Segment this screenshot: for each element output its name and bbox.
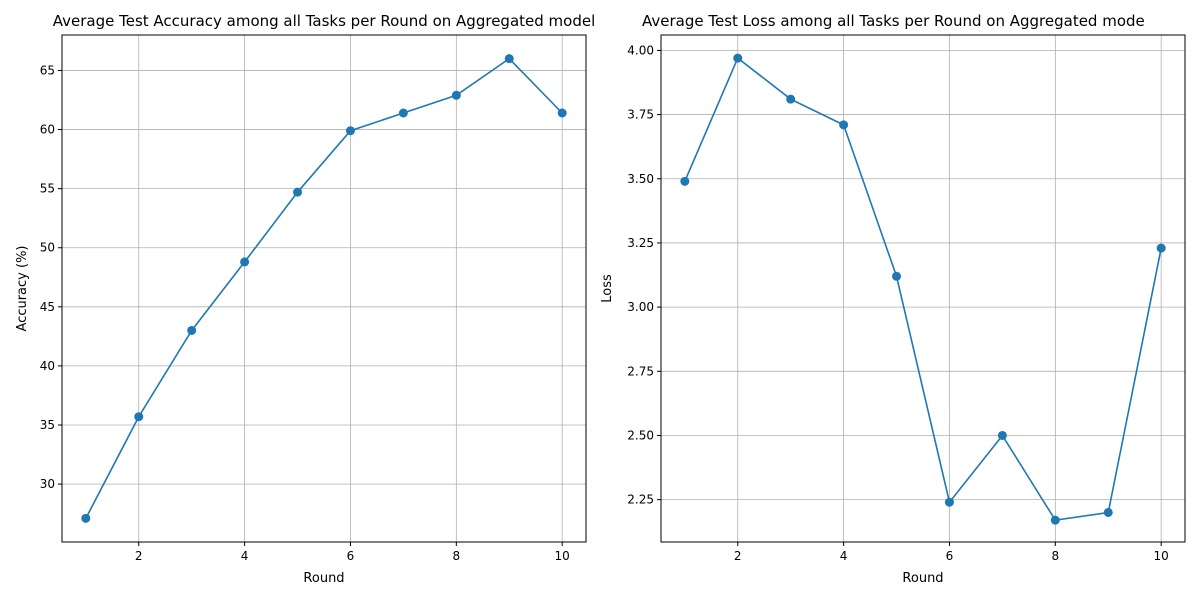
loss-data-point <box>1156 243 1166 253</box>
accuracy-x-axis-label: Round <box>303 571 344 586</box>
loss-y-tick-label: 3.25 <box>627 236 654 250</box>
accuracy-ticks: 2 4 6 8 10 30 35 40 45 50 55 60 65 <box>40 63 570 563</box>
loss-x-axis-label: Round <box>902 571 943 586</box>
loss-data-point <box>680 176 690 186</box>
loss-y-tick-label: 2.50 <box>627 428 654 442</box>
accuracy-y-tick-label: 60 <box>40 123 55 137</box>
accuracy-data-point <box>187 325 197 335</box>
accuracy-x-tick-label: 8 <box>453 549 461 563</box>
accuracy-y-tick-label: 50 <box>40 241 55 255</box>
loss-y-tick-label: 3.50 <box>627 172 654 186</box>
loss-y-tick-label: 2.75 <box>627 364 654 378</box>
loss-y-axis-label: Loss <box>600 274 615 303</box>
loss-plot-frame <box>660 34 1186 543</box>
loss-x-tick-label: 10 <box>1154 549 1169 563</box>
loss-ticks: 2 4 6 8 10 2.25 2.50 2.75 3.00 3.25 3.50 3.75 4.00 <box>627 43 1169 563</box>
loss-data-point <box>1103 507 1113 517</box>
accuracy-y-tick-label: 45 <box>40 300 55 314</box>
loss-x-tick-label: 6 <box>946 549 954 563</box>
loss-data-point <box>997 430 1007 440</box>
accuracy-x-tick-label: 10 <box>555 549 570 563</box>
loss-x-tick-label: 8 <box>1052 549 1060 563</box>
accuracy-x-tick-label: 2 <box>135 549 143 563</box>
loss-chart: Average Test Loss among all Tasks per Ro… <box>600 12 1186 586</box>
accuracy-grid <box>62 35 586 542</box>
loss-y-tick-label: 4.00 <box>627 43 654 57</box>
accuracy-y-tick-label: 30 <box>40 477 55 491</box>
accuracy-data-point <box>345 126 355 136</box>
accuracy-data-point <box>451 90 461 100</box>
loss-data-point <box>733 53 743 63</box>
loss-data-point <box>786 94 796 104</box>
accuracy-y-tick-label: 65 <box>40 63 55 77</box>
loss-data-point <box>892 271 902 281</box>
loss-x-tick-label: 2 <box>734 549 742 563</box>
accuracy-chart: Average Test Accuracy among all Tasks pe… <box>15 12 595 586</box>
loss-y-tick-label: 2.25 <box>627 493 654 507</box>
loss-x-tick-label: 4 <box>840 549 848 563</box>
loss-chart-title: Average Test Loss among all Tasks per Ro… <box>642 12 1145 30</box>
accuracy-data-point <box>504 54 514 64</box>
accuracy-data-point <box>557 108 567 118</box>
accuracy-y-tick-label: 35 <box>40 418 55 432</box>
accuracy-data-point <box>240 257 250 267</box>
accuracy-y-tick-label: 55 <box>40 182 55 196</box>
loss-y-tick-label: 3.75 <box>627 108 654 122</box>
accuracy-series <box>81 54 567 523</box>
accuracy-data-point <box>134 412 144 422</box>
loss-series-line <box>684 56 1162 522</box>
accuracy-chart-title: Average Test Accuracy among all Tasks pe… <box>53 12 596 30</box>
loss-series <box>680 53 1166 525</box>
accuracy-data-point <box>81 513 91 523</box>
loss-y-tick-label: 3.00 <box>627 300 654 314</box>
loss-data-point <box>839 120 849 130</box>
accuracy-plot-frame <box>61 34 587 543</box>
accuracy-data-point <box>398 108 408 118</box>
accuracy-data-point <box>293 187 303 197</box>
accuracy-y-tick-label: 40 <box>40 359 55 373</box>
loss-data-point <box>944 497 954 507</box>
accuracy-x-tick-label: 4 <box>241 549 249 563</box>
accuracy-series-line <box>85 57 563 519</box>
loss-data-point <box>1050 515 1060 525</box>
loss-grid <box>661 35 1185 542</box>
accuracy-x-tick-label: 6 <box>347 549 355 563</box>
accuracy-y-axis-label: Accuracy (%) <box>15 246 30 332</box>
